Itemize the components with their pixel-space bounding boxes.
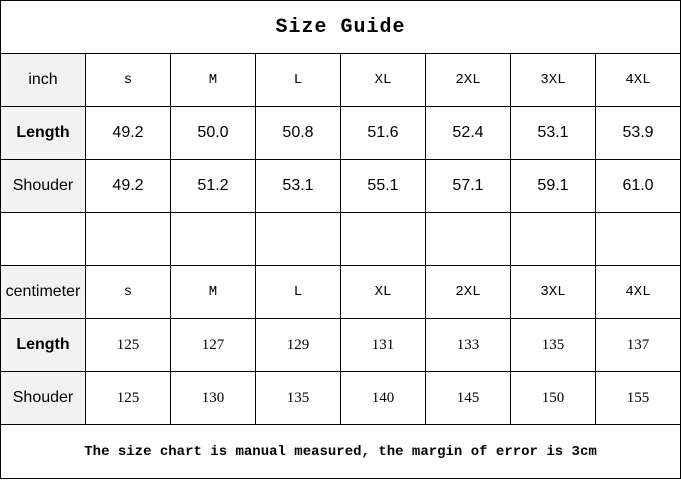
table-title: Size Guide bbox=[0, 0, 681, 54]
row-label: Length bbox=[0, 106, 86, 160]
value-cell: 53.1 bbox=[255, 159, 341, 213]
value-cell: 129 bbox=[255, 318, 341, 372]
value-cell: 51.6 bbox=[340, 106, 426, 160]
empty-cell bbox=[0, 212, 86, 266]
empty-cell bbox=[425, 212, 511, 266]
empty-cell bbox=[170, 212, 256, 266]
size-header-row: inch s M L XL 2XL 3XL 4XL bbox=[0, 53, 681, 107]
value-cell: 125 bbox=[85, 371, 171, 425]
unit-label: inch bbox=[0, 53, 86, 107]
empty-cell bbox=[594, 212, 681, 266]
value-cell: 135 bbox=[255, 371, 341, 425]
size-header: XL bbox=[340, 265, 426, 319]
empty-cell bbox=[85, 212, 171, 266]
row-label: Shouder bbox=[0, 159, 86, 213]
size-header: M bbox=[170, 53, 256, 107]
empty-cell bbox=[340, 212, 426, 266]
row-label: Length bbox=[0, 318, 86, 372]
value-cell: 145 bbox=[425, 371, 511, 425]
footnote: The size chart is manual measured, the m… bbox=[0, 424, 681, 479]
value-cell: 150 bbox=[510, 371, 596, 425]
size-header: 3XL bbox=[510, 53, 596, 107]
value-cell: 53.9 bbox=[594, 106, 681, 160]
value-cell: 52.4 bbox=[425, 106, 511, 160]
size-header: s bbox=[85, 265, 171, 319]
value-cell: 59.1 bbox=[510, 159, 596, 213]
empty-cell bbox=[510, 212, 596, 266]
size-header: 2XL bbox=[425, 265, 511, 319]
blank-row bbox=[0, 212, 681, 266]
size-header: 3XL bbox=[510, 265, 596, 319]
size-header: 4XL bbox=[594, 53, 681, 107]
size-header: XL bbox=[340, 53, 426, 107]
value-cell: 131 bbox=[340, 318, 426, 372]
value-cell: 155 bbox=[594, 371, 681, 425]
value-cell: 133 bbox=[425, 318, 511, 372]
size-header: 4XL bbox=[594, 265, 681, 319]
size-header: 2XL bbox=[425, 53, 511, 107]
empty-cell bbox=[255, 212, 341, 266]
value-cell: 50.0 bbox=[170, 106, 256, 160]
value-cell: 51.2 bbox=[170, 159, 256, 213]
row-label: Shouder bbox=[0, 371, 86, 425]
value-cell: 49.2 bbox=[85, 106, 171, 160]
value-cell: 127 bbox=[170, 318, 256, 372]
size-header: M bbox=[170, 265, 256, 319]
value-cell: 50.8 bbox=[255, 106, 341, 160]
size-header: L bbox=[255, 53, 341, 107]
value-cell: 49.2 bbox=[85, 159, 171, 213]
value-cell: 130 bbox=[170, 371, 256, 425]
value-cell: 125 bbox=[85, 318, 171, 372]
value-cell: 135 bbox=[510, 318, 596, 372]
size-header-row: centimeter s M L XL 2XL 3XL 4XL bbox=[0, 265, 681, 319]
value-cell: 55.1 bbox=[340, 159, 426, 213]
table-row: Length 49.2 50.0 50.8 51.6 52.4 53.1 53.9 bbox=[0, 106, 681, 160]
table-row: Length 125 127 129 131 133 135 137 bbox=[0, 318, 681, 372]
value-cell: 137 bbox=[594, 318, 681, 372]
size-header: L bbox=[255, 265, 341, 319]
table-row: Shouder 49.2 51.2 53.1 55.1 57.1 59.1 61.0 bbox=[0, 159, 681, 213]
value-cell: 140 bbox=[340, 371, 426, 425]
unit-label: centimeter bbox=[0, 265, 86, 319]
size-header: s bbox=[85, 53, 171, 107]
value-cell: 57.1 bbox=[425, 159, 511, 213]
value-cell: 61.0 bbox=[594, 159, 681, 213]
value-cell: 53.1 bbox=[510, 106, 596, 160]
table-row: Shouder 125 130 135 140 145 150 155 bbox=[0, 371, 681, 425]
